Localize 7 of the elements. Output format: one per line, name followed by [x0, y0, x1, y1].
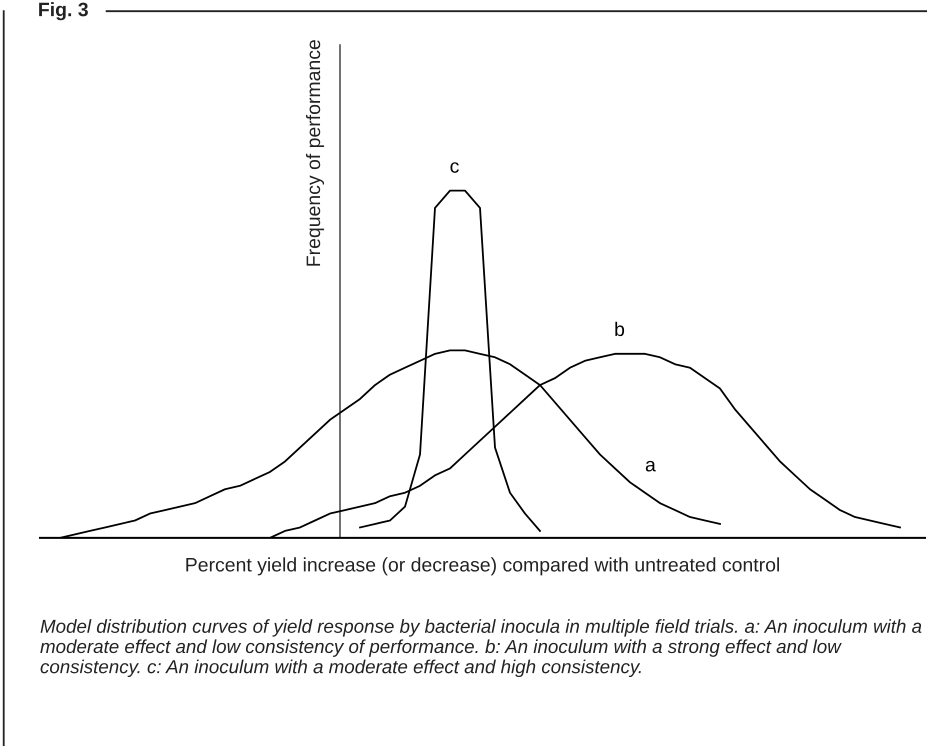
- chart-title: Fig. 3: [39, 2, 88, 20]
- text: Model distribution curves of yield response by bacterial inocula in multiple field trials. a: An inoculum with a moderate effect and low consistency of performance. b: An inoculum with a strong effect and low consistency. c: An inoculum with a moderate effect and high consistency.: [40, 619, 922, 678]
- series-label: c: [450, 162, 459, 173]
- series-label: b: [615, 322, 624, 336]
- y-axis-title: Frequency of performance: [306, 40, 324, 266]
- series-label: a: [646, 460, 656, 472]
- x-axis-title: Percent yield increase (or decrease) compared with untreated control: [186, 557, 779, 576]
